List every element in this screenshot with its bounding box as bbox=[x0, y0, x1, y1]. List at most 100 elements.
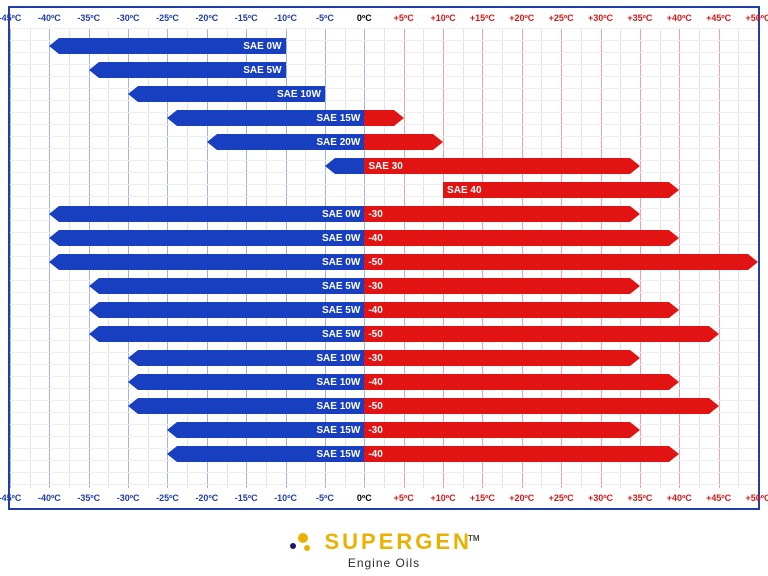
temp-tick-label: +5ºC bbox=[394, 493, 414, 503]
bar-segment-hot: SAE 30 bbox=[364, 158, 630, 174]
bar-segment-hot: -50 bbox=[364, 398, 708, 414]
oil-grade-bar: SAE 5W-30 bbox=[10, 278, 758, 294]
bar-segment-hot: -50 bbox=[364, 326, 708, 342]
oil-grade-bar: SAE 5W-50 bbox=[10, 326, 758, 342]
bar-segment-hot: -40 bbox=[364, 230, 669, 246]
temp-tick-label: -20ºC bbox=[195, 13, 218, 23]
temp-tick-label: -25ºC bbox=[156, 13, 179, 23]
bar-segment-cold: SAE 10W bbox=[138, 374, 364, 390]
bar-segment-hot: -30 bbox=[364, 206, 630, 222]
brand-tagline: Engine Oils bbox=[0, 556, 768, 570]
temp-axis-top: -45ºC-40ºC-35ºC-30ºC-25ºC-20ºC-15ºC-10ºC… bbox=[10, 8, 758, 28]
oil-grade-bar: SAE 10W-40 bbox=[10, 374, 758, 390]
brand-name: SUPERGEN bbox=[324, 529, 471, 554]
bar-segment-hot: -40 bbox=[364, 302, 669, 318]
brand-footer: SUPERGENTM Engine Oils bbox=[0, 529, 768, 570]
gridline-horizontal bbox=[10, 484, 758, 485]
oil-grade-bar: SAE 30 bbox=[10, 158, 758, 174]
bar-segment-cold: SAE 15W bbox=[177, 110, 364, 126]
temp-tick-label: +15ºC bbox=[470, 493, 495, 503]
oil-grade-bar: SAE 10W-30 bbox=[10, 350, 758, 366]
temp-tick-label: +45ºC bbox=[706, 13, 731, 23]
oil-grade-bar: SAE 0W-40 bbox=[10, 230, 758, 246]
bar-segment-cold: SAE 0W bbox=[59, 230, 364, 246]
brand-dot-icon bbox=[298, 533, 308, 543]
temp-tick-label: 0ºC bbox=[357, 493, 372, 503]
bar-segment-cold: SAE 10W bbox=[138, 398, 364, 414]
oil-grade-bar: SAE 20W bbox=[10, 134, 758, 150]
oil-grade-bar: SAE 5W-40 bbox=[10, 302, 758, 318]
temp-tick-label: +45ºC bbox=[706, 493, 731, 503]
temp-tick-label: -35ºC bbox=[77, 493, 100, 503]
bar-segment-cold: SAE 15W bbox=[177, 446, 364, 462]
temp-tick-label: 0ºC bbox=[357, 13, 372, 23]
temp-tick-label: -45ºC bbox=[0, 13, 21, 23]
oil-grade-bar: SAE 10W-50 bbox=[10, 398, 758, 414]
bar-segment-cold: SAE 10W bbox=[138, 350, 364, 366]
temp-tick-label: -45ºC bbox=[0, 493, 21, 503]
oil-grade-bar: SAE 5W bbox=[10, 62, 758, 78]
temp-tick-label: +50ºC bbox=[745, 13, 768, 23]
oil-grade-bar: SAE 0W-50 bbox=[10, 254, 758, 270]
bar-segment-hot: -40 bbox=[364, 374, 669, 390]
temp-tick-label: +20ºC bbox=[509, 493, 534, 503]
plot-area: SAE 0W SAE 5W SAE 10W SAE 15W SAE 20WSAE 30 S… bbox=[10, 28, 758, 488]
bar-segment-cold: SAE 0W bbox=[59, 254, 364, 270]
oil-grade-bar: SAE 15W-40 bbox=[10, 446, 758, 462]
bar-segment-hot: -50 bbox=[364, 254, 748, 270]
temp-tick-label: +20ºC bbox=[509, 13, 534, 23]
oil-grade-bar: SAE 15W bbox=[10, 110, 758, 126]
temp-tick-label: -5ºC bbox=[316, 13, 334, 23]
bar-segment-cold: SAE 5W bbox=[99, 278, 365, 294]
bar-segment-cold bbox=[335, 158, 364, 174]
temp-tick-label: +10ºC bbox=[431, 13, 456, 23]
oil-grade-bar: SAE 15W-30 bbox=[10, 422, 758, 438]
bar-segment-hot: -30 bbox=[364, 350, 630, 366]
sae-oil-temp-chart: -45ºC-40ºC-35ºC-30ºC-25ºC-20ºC-15ºC-10ºC… bbox=[8, 6, 760, 510]
oil-grade-bar: SAE 40 bbox=[10, 182, 758, 198]
temp-tick-label: -10ºC bbox=[274, 13, 297, 23]
temp-tick-label: -10ºC bbox=[274, 493, 297, 503]
oil-grade-bar: SAE 0W-30 bbox=[10, 206, 758, 222]
bar-segment-cold: SAE 20W bbox=[217, 134, 364, 150]
oil-grade-bar: SAE 0W bbox=[10, 38, 758, 54]
temp-tick-label: -20ºC bbox=[195, 493, 218, 503]
temp-tick-label: -35ºC bbox=[77, 13, 100, 23]
gridline-horizontal bbox=[10, 472, 758, 473]
temp-tick-label: +25ºC bbox=[549, 493, 574, 503]
temp-tick-label: -25ºC bbox=[156, 493, 179, 503]
temp-tick-label: -40ºC bbox=[38, 13, 61, 23]
temp-tick-label: +15ºC bbox=[470, 13, 495, 23]
temp-tick-label: -15ºC bbox=[235, 493, 258, 503]
bar-segment-hot: SAE 40 bbox=[443, 182, 669, 198]
bar-segment-cold: SAE 0W bbox=[59, 38, 285, 54]
temp-tick-label: +35ºC bbox=[627, 493, 652, 503]
temp-tick-label: +50ºC bbox=[745, 493, 768, 503]
bar-segment-hot bbox=[364, 110, 393, 126]
bar-segment-cold: SAE 10W bbox=[138, 86, 325, 102]
temp-tick-label: +30ºC bbox=[588, 493, 613, 503]
bar-segment-cold: SAE 0W bbox=[59, 206, 364, 222]
oil-grade-bar: SAE 10W bbox=[10, 86, 758, 102]
bar-segment-cold: SAE 5W bbox=[99, 302, 365, 318]
brand-name-line: SUPERGENTM bbox=[288, 529, 479, 555]
temp-tick-label: -5ºC bbox=[316, 493, 334, 503]
page: -45ºC -40ºC -35ºC -30ºC -25ºC -20ºC -15ºC -10ºC… bbox=[0, 0, 768, 576]
brand-logo-dots-icon bbox=[288, 531, 314, 553]
temp-tick-label: +40ºC bbox=[667, 493, 692, 503]
brand-dot-icon bbox=[290, 543, 296, 549]
bar-segment-cold: SAE 5W bbox=[99, 62, 286, 78]
bar-segment-hot: -40 bbox=[364, 446, 669, 462]
temp-tick-label: +10ºC bbox=[431, 493, 456, 503]
bar-segment-hot bbox=[364, 134, 433, 150]
temp-tick-label: +30ºC bbox=[588, 13, 613, 23]
temp-tick-label: +40ºC bbox=[667, 13, 692, 23]
temp-tick-label: -30ºC bbox=[117, 493, 140, 503]
temp-tick-label: -30ºC bbox=[117, 13, 140, 23]
temp-axis-bottom: -45ºC-40ºC-35ºC-30ºC-25ºC-20ºC-15ºC-10ºC… bbox=[10, 488, 758, 508]
bar-segment-hot: -30 bbox=[364, 422, 630, 438]
gridline-horizontal bbox=[10, 28, 758, 29]
temp-tick-label: -40ºC bbox=[38, 493, 61, 503]
temp-tick-label: +5ºC bbox=[394, 13, 414, 23]
brand-dot-icon bbox=[304, 545, 310, 551]
